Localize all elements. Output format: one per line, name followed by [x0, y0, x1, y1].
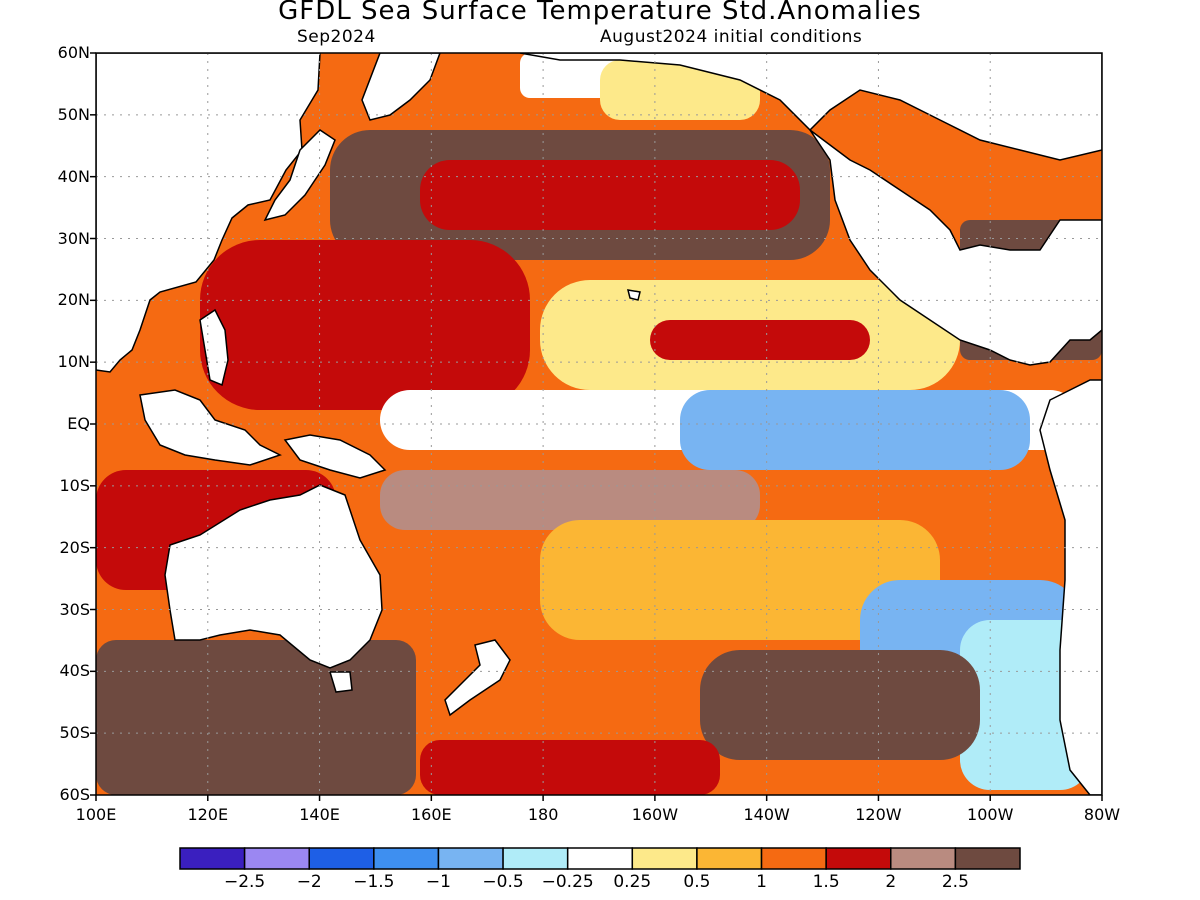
lat-label: 20S: [59, 537, 90, 557]
lon-label: 160E: [411, 805, 452, 824]
lon-label: 140E: [299, 805, 340, 824]
colorbar-label: 2.5: [941, 872, 969, 892]
kuroshio-extension: [420, 160, 800, 230]
anomaly-field: [96, 53, 1102, 795]
colorbar-label: −0.5: [482, 872, 524, 892]
colorbar-swatch: [696, 847, 763, 870]
lon-label: 120W: [855, 805, 902, 824]
colorbar-label: −2: [296, 872, 322, 892]
australia-land: [164, 484, 383, 669]
lon-label: 160W: [631, 805, 679, 824]
colorbar-label: 1: [756, 872, 767, 892]
colorbar-swatch: [243, 847, 310, 870]
west-pacific-warm-pool: [200, 240, 530, 410]
colorbar-swatch: [566, 847, 634, 870]
lon-label: 180: [527, 805, 559, 824]
indonesia-land: [139, 389, 282, 466]
colorbar-swatch: [373, 847, 440, 870]
lon-label: 140W: [743, 805, 790, 824]
colorbar-label: 1.5: [812, 872, 840, 892]
colorbar-label: −0.25: [541, 872, 594, 892]
lat-label: 10N: [57, 352, 90, 372]
colorbar-swatch: [631, 847, 698, 870]
colorbar-label: −1: [425, 872, 451, 892]
lon-label: 120E: [187, 805, 229, 824]
asia-land: [96, 53, 321, 373]
colorbar-label: 0.25: [613, 872, 652, 892]
forecast-month: Sep2024: [297, 27, 376, 47]
lat-label: 60N: [57, 43, 90, 62]
colorbar-swatch: [825, 847, 892, 870]
lat-label: 50N: [57, 104, 90, 124]
colorbar-label: −2.5: [223, 872, 266, 892]
tasmania-land: [328, 671, 353, 693]
colorbar-swatch: [437, 847, 504, 870]
japan-land: [263, 129, 336, 222]
northeast-red-patch: [650, 320, 870, 360]
colorbar-swatch: [308, 847, 375, 870]
southern-ocean-brown-west: [96, 640, 416, 795]
kamchatka-land: [361, 53, 441, 121]
initial-conditions: August2024 initial conditions: [600, 27, 863, 47]
colorbar-label: 0.5: [683, 872, 711, 892]
philippines-land: [199, 308, 229, 387]
colorbar-swatch: [954, 847, 1021, 870]
lon-label: 100E: [75, 805, 117, 824]
colorbar: [179, 847, 1021, 870]
lat-label: EQ: [67, 414, 90, 433]
lon-label: 80W: [1083, 805, 1121, 824]
chile-coast-cool: [960, 620, 1090, 790]
north-america-land: [809, 129, 1102, 366]
colorbar-swatch: [179, 847, 246, 870]
colorbar-swatch: [890, 847, 957, 870]
map-title: GFDL Sea Surface Temperature Std.Anomali…: [278, 0, 922, 26]
southern-ocean-red: [420, 740, 720, 795]
colorbar-label: −1.5: [353, 872, 395, 892]
lat-label: 40S: [59, 661, 90, 681]
south-america-land: [1039, 379, 1102, 795]
lat-label: 30N: [57, 228, 90, 248]
lat-label: 30S: [59, 599, 90, 619]
colorbar-label: 2: [885, 872, 897, 892]
hawaii-land: [626, 289, 641, 301]
alaska-land: [519, 53, 1102, 161]
southern-ocean-brown-east: [700, 650, 980, 760]
lat-label: 10S: [59, 475, 90, 495]
new-guinea-land: [283, 434, 387, 479]
new-zealand-land: [444, 639, 511, 717]
axis-ticks: [90, 52, 1103, 801]
colorbar-swatch: [502, 847, 569, 870]
eastern-equatorial-cool: [680, 390, 1030, 470]
lat-label: 40N: [57, 166, 90, 186]
colorbar-swatch: [760, 847, 827, 870]
landmasses: [96, 53, 1102, 795]
south-pacific-brown-streak: [380, 470, 760, 530]
lon-label: 100W: [967, 805, 1014, 824]
lat-label: 20N: [57, 290, 90, 310]
lat-label: 60S: [59, 785, 90, 804]
lat-label: 50S: [59, 723, 90, 743]
